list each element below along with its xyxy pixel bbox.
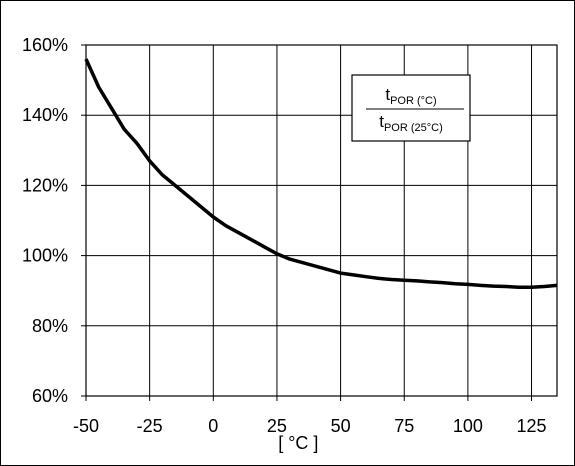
series-line — [84, 58, 558, 289]
x-tick-label: 0 — [208, 416, 218, 436]
legend-denominator-sub: POR (25°C) — [384, 122, 443, 134]
x-axis: -50 -25 0 25 50 75 100 125 — [73, 416, 547, 436]
x-tick-label: 100 — [453, 416, 483, 436]
series — [84, 58, 558, 289]
legend-numerator: tPOR (°C) — [385, 85, 436, 107]
legend-numerator-sub: POR (°C) — [390, 95, 437, 107]
legend: tPOR (°C) tPOR (25°C) — [351, 74, 471, 142]
legend-box — [351, 74, 471, 142]
x-tick-label: 75 — [394, 416, 414, 436]
legend-denominator: tPOR (25°C) — [379, 112, 443, 134]
plot-area — [85, 44, 558, 397]
y-tick-label: 160% — [22, 35, 68, 55]
y-axis: 60% 80% 100% 120% 140% 160% — [22, 35, 68, 406]
y-tick-label: 100% — [22, 246, 68, 266]
x-tick-label: -25 — [137, 416, 163, 436]
y-tick-label: 80% — [32, 316, 68, 336]
x-tick-label: -50 — [73, 416, 99, 436]
x-axis-label: [ °C ] — [278, 433, 318, 453]
y-tick-label: 60% — [32, 386, 68, 406]
grid — [81, 44, 557, 401]
legend-denominator-main: t — [379, 112, 384, 131]
legend-numerator-main: t — [385, 85, 390, 104]
y-tick-label: 140% — [22, 105, 68, 125]
x-tick-label: 50 — [331, 416, 351, 436]
x-tick-label: 125 — [517, 416, 547, 436]
x-tick-label: 25 — [267, 416, 287, 436]
y-tick-label: 120% — [22, 175, 68, 195]
